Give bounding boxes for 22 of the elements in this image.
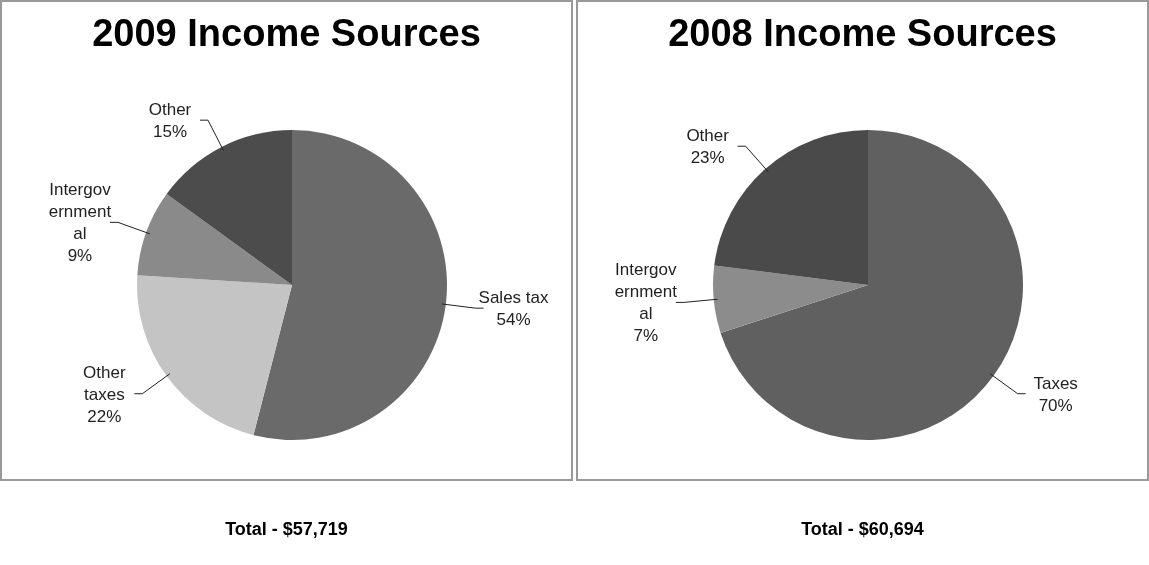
slice-label: Sales tax	[478, 288, 549, 308]
text: Total - $60,694	[800, 519, 925, 540]
pie-slice	[137, 193, 292, 285]
data-label: 7%	[633, 326, 659, 346]
pie-slice	[137, 275, 292, 436]
slice-label: Other	[148, 100, 192, 120]
pie-slice	[253, 130, 447, 440]
data-label: 9%	[67, 246, 93, 266]
chart-title: 2009 Income Sources	[91, 12, 482, 56]
slice-label: Other taxes	[83, 362, 126, 404]
data-label: 54%	[496, 310, 531, 330]
data-label: 70%	[1038, 395, 1073, 415]
text: Total - $57,719	[224, 519, 349, 540]
chart-title: 2008 Income Sources	[667, 12, 1058, 56]
data-label: 23%	[690, 148, 725, 168]
slice-label: Intergovernmental	[614, 260, 678, 324]
data-label: 15%	[153, 122, 188, 142]
data-label: 22%	[87, 406, 122, 426]
slice-label: Taxes	[1033, 373, 1078, 393]
slice-label: Intergovernmental	[48, 180, 112, 244]
pie-slice	[713, 265, 868, 333]
slice-label: Other	[686, 126, 730, 146]
